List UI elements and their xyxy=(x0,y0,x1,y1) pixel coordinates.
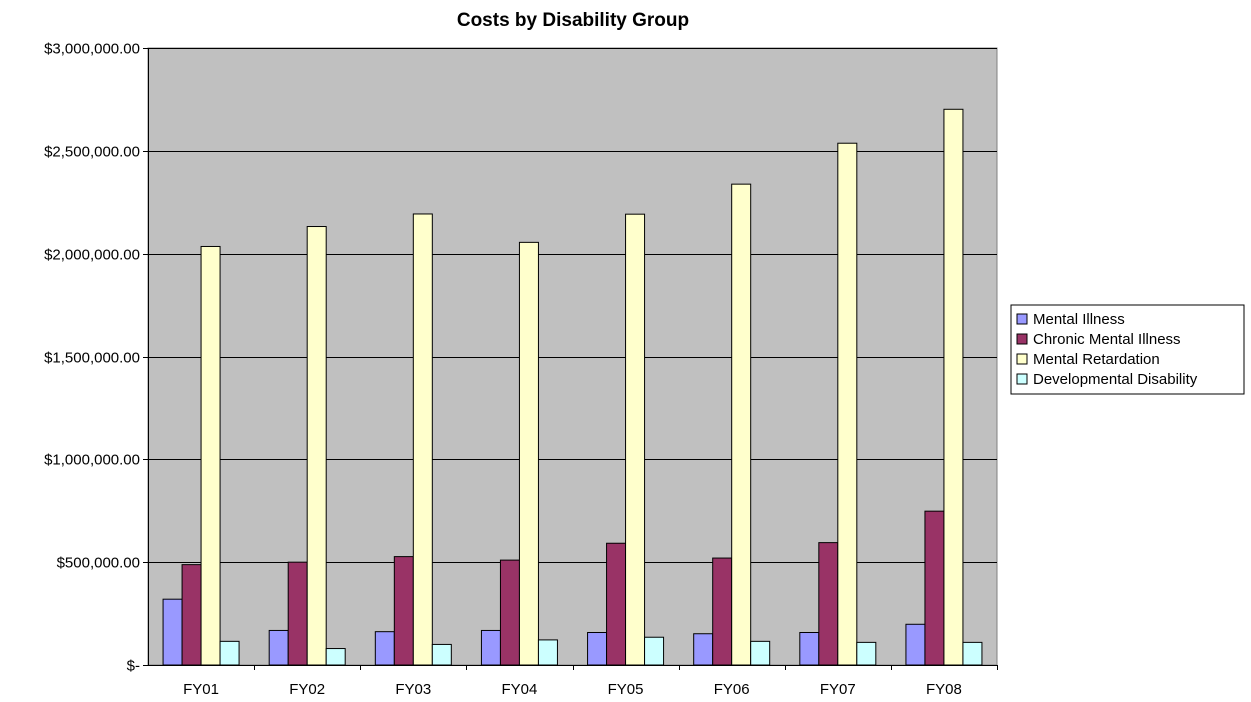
bar-mental-retardation-fy03 xyxy=(412,213,433,666)
x-tick-label: FY06 xyxy=(714,681,750,698)
legend-swatch xyxy=(1016,313,1028,325)
x-tick-label: FY02 xyxy=(289,681,325,698)
y-tick-label: $500,000.00 xyxy=(57,555,140,572)
y-tick-label: $1,500,000.00 xyxy=(44,350,140,367)
legend-label: Mental Illness xyxy=(1033,311,1125,328)
legend-swatch xyxy=(1016,333,1028,345)
bar-developmental-disability-fy07 xyxy=(856,641,877,666)
bar-mental-retardation-fy04 xyxy=(518,241,539,666)
bar-mental-illness-fy03 xyxy=(374,631,395,666)
bar-mental-retardation-fy05 xyxy=(625,213,646,666)
bar-chronic-mental-illness-fy02 xyxy=(287,561,308,666)
y-tick-label: $- xyxy=(127,658,140,675)
x-tick-label: FY07 xyxy=(820,681,856,698)
bar-mental-illness-fy05 xyxy=(587,632,608,666)
bar-developmental-disability-fy04 xyxy=(537,639,558,666)
bar-chronic-mental-illness-fy06 xyxy=(712,557,733,666)
bar-mental-illness-fy08 xyxy=(905,623,926,666)
chart-title: Costs by Disability Group xyxy=(457,10,689,31)
bar-developmental-disability-fy06 xyxy=(750,640,771,666)
x-tick-label: FY04 xyxy=(502,681,538,698)
bar-mental-retardation-fy08 xyxy=(943,108,964,666)
x-tick-label: FY03 xyxy=(395,681,431,698)
bar-mental-retardation-fy02 xyxy=(306,226,327,666)
y-tick-label: $2,000,000.00 xyxy=(44,247,140,264)
bar-developmental-disability-fy05 xyxy=(644,636,665,666)
legend-label: Mental Retardation xyxy=(1033,351,1160,368)
bar-chronic-mental-illness-fy03 xyxy=(393,556,414,666)
y-tick-label: $1,000,000.00 xyxy=(44,452,140,469)
bar-mental-retardation-fy07 xyxy=(837,142,858,666)
y-tick-label: $2,500,000.00 xyxy=(44,144,140,161)
legend-label: Developmental Disability xyxy=(1033,371,1198,388)
bar-chronic-mental-illness-fy08 xyxy=(924,510,945,666)
x-tick-label: FY01 xyxy=(183,681,219,698)
legend-box xyxy=(1010,304,1245,395)
bar-mental-illness-fy04 xyxy=(480,629,501,666)
y-tick-label: $3,000,000.00 xyxy=(44,41,140,58)
bar-chronic-mental-illness-fy01 xyxy=(181,564,202,666)
bar-mental-illness-fy01 xyxy=(162,598,183,666)
bar-chronic-mental-illness-fy04 xyxy=(499,559,520,666)
x-tick-label: FY05 xyxy=(608,681,644,698)
bar-mental-illness-fy02 xyxy=(268,629,289,666)
legend-swatch xyxy=(1016,373,1028,385)
plot-area: $- $500,000.00 $1,000,000.00 $1,500,000.00 $… xyxy=(44,41,998,698)
bar-mental-retardation-fy01 xyxy=(200,245,221,666)
legend: Mental Illness Chronic Mental Illness Ment… xyxy=(1010,304,1245,395)
legend-swatch xyxy=(1016,353,1028,365)
bar-developmental-disability-fy02 xyxy=(325,648,346,666)
bar-mental-illness-fy06 xyxy=(693,633,714,666)
bar-mental-retardation-fy06 xyxy=(731,183,752,666)
x-tick-label: FY08 xyxy=(926,681,962,698)
bar-developmental-disability-fy03 xyxy=(431,643,452,666)
bar-chronic-mental-illness-fy05 xyxy=(606,542,627,666)
bar-developmental-disability-fy01 xyxy=(219,640,240,666)
bar-developmental-disability-fy08 xyxy=(962,641,983,666)
plot-background xyxy=(147,47,998,666)
legend-label: Chronic Mental Illness xyxy=(1033,331,1181,348)
bar-chronic-mental-illness-fy07 xyxy=(818,542,839,666)
bar-mental-illness-fy07 xyxy=(799,632,820,666)
